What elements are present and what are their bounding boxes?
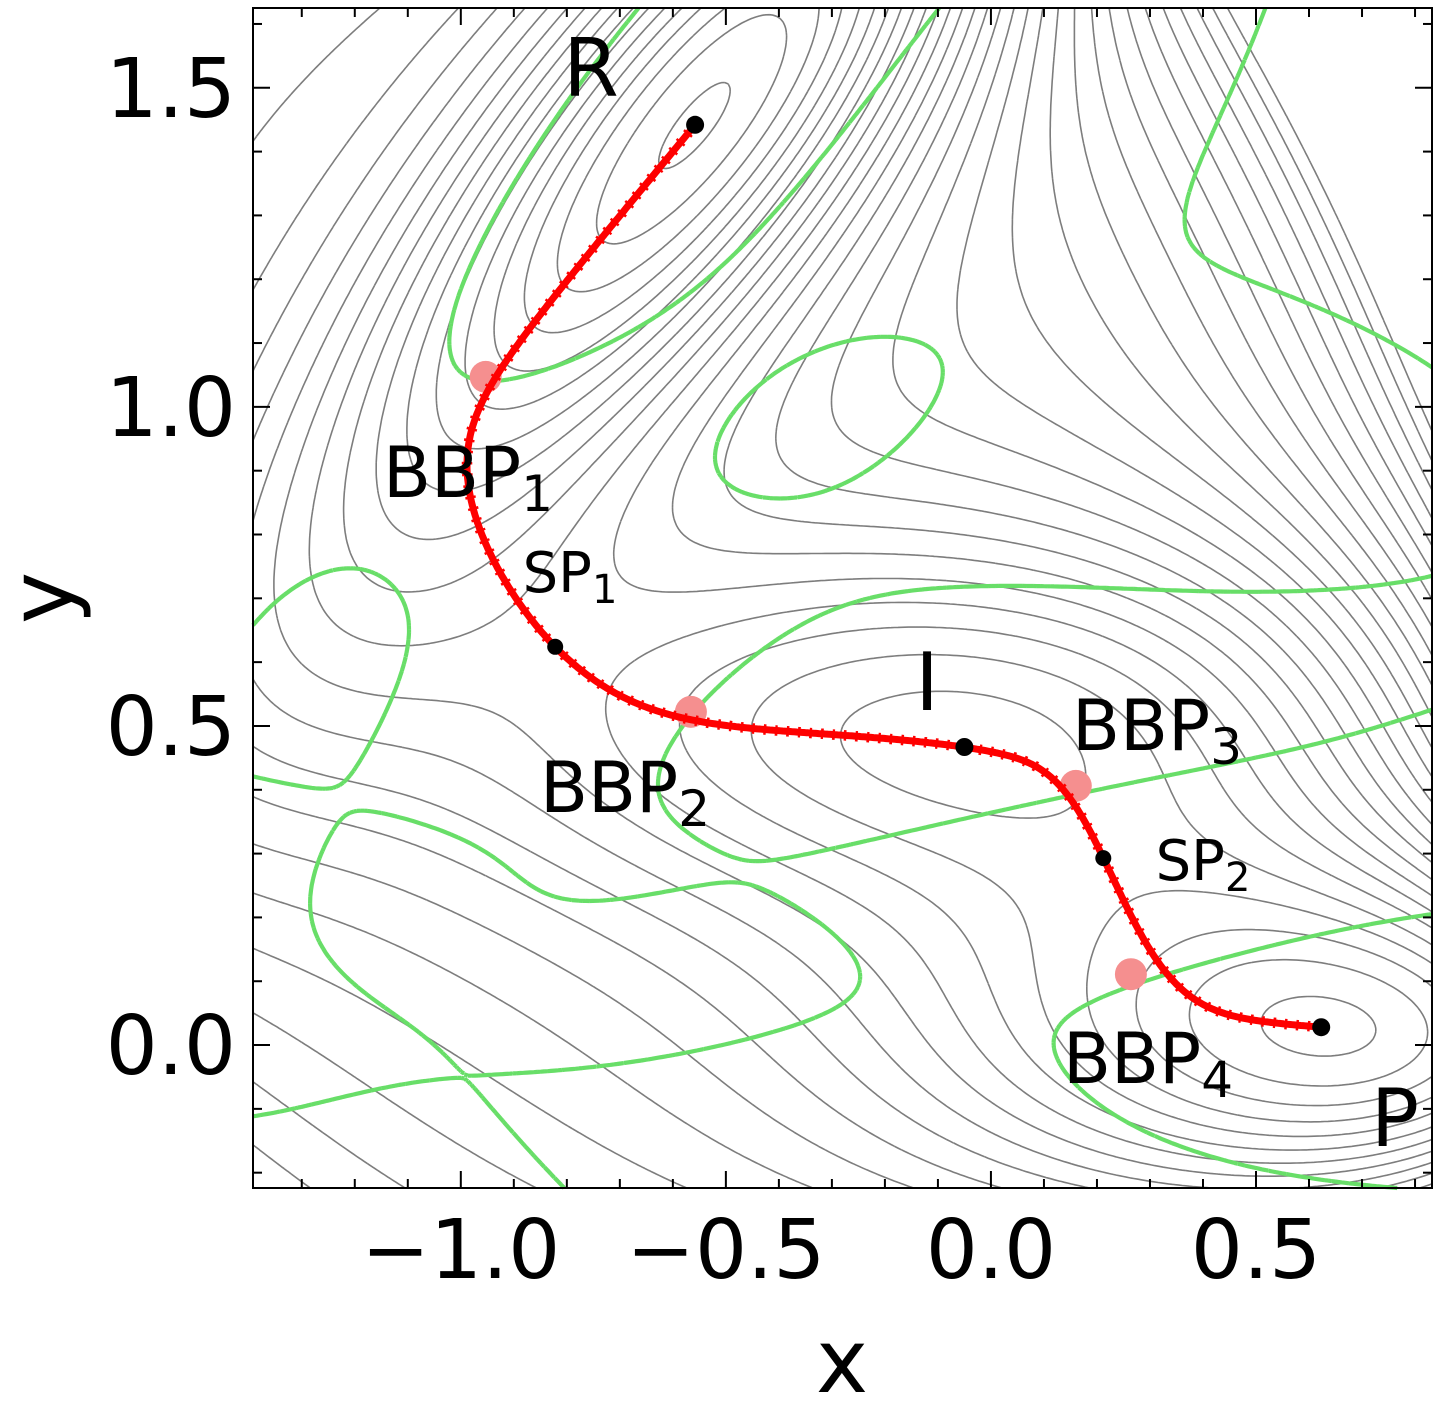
y-tick-label: 1.0 [106,361,236,456]
marker-R [686,115,705,134]
marker-SP1 [547,638,564,655]
x-tick-label: −0.5 [626,1203,825,1298]
energy-contour-lines [252,7,1433,1189]
x-tick-label: 0.5 [1191,1203,1321,1298]
marker-P [1312,1018,1331,1037]
label-BBP4: BBP4 [1063,1018,1233,1109]
label-BBP1: BBP1 [383,432,553,523]
y-tick-label: 0.5 [106,680,236,775]
y-tick-label: 1.5 [106,42,236,137]
marker-I [955,738,974,756]
y-tick-label: 0.0 [106,999,236,1094]
reaction-path [463,122,1324,1031]
label-BBP2: BBP2 [540,747,710,838]
plot-frame [252,7,1433,1189]
marker-BBP4 [1114,958,1147,991]
label-R: R [563,22,619,115]
x-axis-label: x [816,1310,868,1411]
valley-ridge-border-lines [251,6,1434,1191]
label-SP2: SP2 [1156,829,1251,901]
plot-layers: R SP1 I SP2 P BBP1 BBP2 BBP3 BBP4 −1.0 −0.5 0.0 0.5 0… [106,6,1434,1298]
x-tick-label: 0.0 [926,1203,1056,1298]
y-axis-label: y [0,572,93,624]
label-SP1: SP1 [523,541,618,613]
label-P: P [1371,1072,1419,1165]
x-tick-label: −1.0 [361,1203,560,1298]
marker-SP2 [1095,850,1112,867]
label-BBP3: BBP3 [1072,685,1242,776]
label-I: I [915,636,939,729]
